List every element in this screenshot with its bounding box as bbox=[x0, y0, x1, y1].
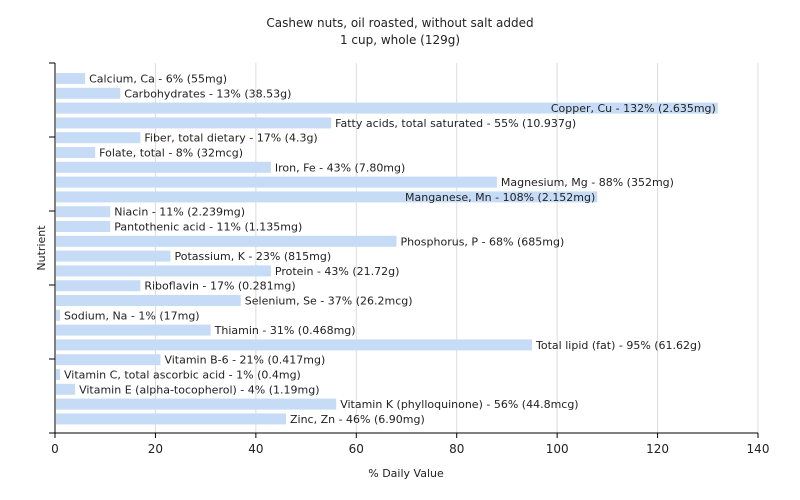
bar-19 bbox=[56, 354, 161, 366]
chart-subtitle: 1 cup, whole (129g) bbox=[340, 33, 460, 47]
bar-6 bbox=[56, 161, 271, 173]
bar-label-20: Vitamin C, total ascorbic acid - 1% (0.4… bbox=[64, 369, 301, 382]
bar-label-12: Potassium, K - 23% (815mg) bbox=[174, 250, 331, 263]
bar-10 bbox=[56, 221, 111, 232]
bar-11 bbox=[56, 235, 397, 247]
bar-12 bbox=[56, 250, 171, 262]
bar-label-3: Fatty acids, total saturated - 55% (10.9… bbox=[335, 117, 576, 130]
bar-label-18: Total lipid (fat) - 95% (61.62g) bbox=[535, 339, 701, 352]
bar-label-17: Thiamin - 31% (0.468mg) bbox=[214, 324, 356, 337]
bar-13 bbox=[56, 265, 271, 277]
bar-1 bbox=[56, 87, 121, 99]
bar-4 bbox=[56, 132, 141, 144]
bar-3 bbox=[56, 117, 332, 129]
bar-label-9: Niacin - 11% (2.239mg) bbox=[114, 206, 245, 219]
x-tick-label-6: 120 bbox=[646, 442, 669, 456]
x-tick-label-3: 60 bbox=[349, 442, 364, 456]
bar-23 bbox=[56, 413, 286, 425]
x-ticks: 0 20 40 60 80 100 120 140 bbox=[51, 433, 769, 456]
bar-9 bbox=[56, 206, 111, 218]
bar-18 bbox=[56, 339, 533, 351]
bar-label-19: Vitamin B-6 - 21% (0.417mg) bbox=[164, 354, 325, 367]
x-tick-label-2: 40 bbox=[248, 442, 263, 456]
axes bbox=[49, 62, 758, 434]
bar-2 bbox=[56, 102, 718, 114]
x-tick-label-4: 80 bbox=[449, 442, 464, 456]
bar-7 bbox=[56, 176, 497, 188]
bars: Calcium, Ca - 6% (55mg)Carbohydrates - 1… bbox=[56, 73, 718, 426]
bar-label-6: Iron, Fe - 43% (7.80mg) bbox=[275, 161, 405, 174]
bar-label-8: Manganese, Mn - 108% (2.152mg) bbox=[405, 191, 595, 204]
bar-label-10: Pantothenic acid - 11% (1.135mg) bbox=[114, 221, 302, 234]
bar-label-16: Sodium, Na - 1% (17mg) bbox=[64, 309, 200, 322]
chart-title: Cashew nuts, oil roasted, without salt a… bbox=[266, 16, 533, 30]
x-tick-label-1: 20 bbox=[148, 442, 163, 456]
bar-20 bbox=[56, 369, 61, 380]
bar-15 bbox=[56, 295, 241, 306]
y-axis-label: Nutrient bbox=[35, 225, 48, 271]
bar-label-15: Selenium, Se - 37% (26.2mcg) bbox=[245, 295, 413, 308]
bar-label-0: Calcium, Ca - 6% (55mg) bbox=[89, 73, 227, 86]
bar-label-1: Carbohydrates - 13% (38.53g) bbox=[124, 87, 291, 100]
x-axis-label: % Daily Value bbox=[368, 467, 444, 480]
x-tick-label-5: 100 bbox=[546, 442, 569, 456]
x-tick-label-0: 0 bbox=[51, 442, 59, 456]
bar-0 bbox=[56, 73, 86, 84]
bar-label-23: Zinc, Zn - 46% (6.90mg) bbox=[290, 413, 425, 426]
bar-5 bbox=[56, 147, 96, 158]
bar-label-5: Folate, total - 8% (32mcg) bbox=[99, 147, 243, 160]
bar-label-13: Protein - 43% (21.72g) bbox=[275, 265, 400, 278]
bar-14 bbox=[56, 280, 141, 292]
bar-label-11: Phosphorus, P - 68% (685mg) bbox=[400, 235, 564, 248]
bar-label-2: Copper, Cu - 132% (2.635mg) bbox=[551, 102, 716, 115]
bar-16 bbox=[56, 309, 61, 321]
bar-label-7: Magnesium, Mg - 88% (352mg) bbox=[501, 176, 674, 189]
bar-label-22: Vitamin K (phylloquinone) - 56% (44.8mcg… bbox=[340, 398, 578, 411]
x-tick-label-7: 140 bbox=[747, 442, 770, 456]
bar-21 bbox=[56, 383, 76, 395]
bar-17 bbox=[56, 324, 211, 336]
bar-label-4: Fiber, total dietary - 17% (4.3g) bbox=[144, 132, 317, 145]
bar-label-14: Riboflavin - 17% (0.281mg) bbox=[144, 280, 295, 293]
bar-label-21: Vitamin E (alpha-tocopherol) - 4% (1.19m… bbox=[79, 383, 319, 396]
bar-22 bbox=[56, 398, 337, 410]
bar-8 bbox=[56, 191, 598, 203]
